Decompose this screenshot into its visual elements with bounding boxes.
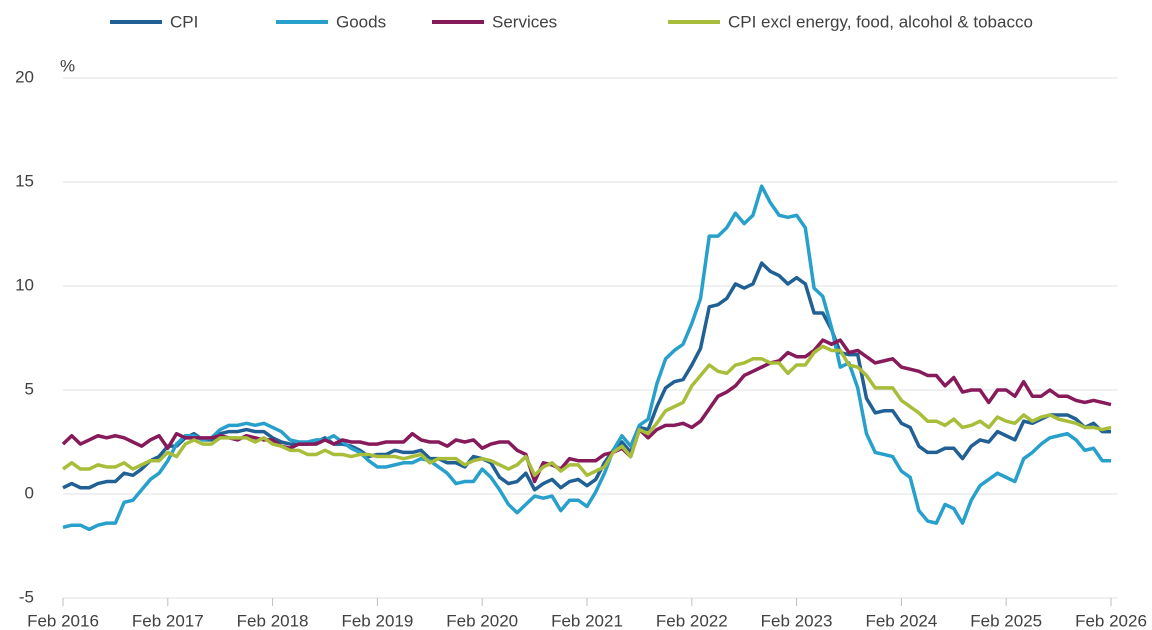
series-line — [62, 184, 1111, 532]
series-line — [61, 344, 1112, 478]
y-tick-label: -5 — [19, 587, 34, 606]
x-tick-label: Feb 2021 — [551, 611, 623, 630]
y-tick-label: 5 — [25, 379, 34, 398]
legend-label: CPI — [170, 12, 198, 31]
x-tick-label: Feb 2019 — [341, 611, 413, 630]
x-tick-label: Feb 2020 — [446, 611, 518, 630]
x-tick-label: Feb 2025 — [970, 611, 1042, 630]
y-tick-label: 15 — [15, 171, 34, 190]
x-tick-label: Feb 2022 — [656, 611, 728, 630]
y-tick-label: 20 — [15, 67, 34, 86]
legend-label: CPI excl energy, food, alcohol & tobacco — [728, 12, 1033, 31]
series-line — [61, 338, 1112, 484]
y-tick-label: 0 — [25, 483, 34, 502]
x-tick-label: Feb 2023 — [761, 611, 833, 630]
legend-label: Goods — [336, 12, 386, 31]
x-tick-label: Feb 2026 — [1075, 611, 1147, 630]
series-line — [62, 261, 1111, 492]
x-tick-label: Feb 2016 — [27, 611, 99, 630]
legend-label: Services — [492, 12, 557, 31]
y-tick-label: 10 — [15, 275, 34, 294]
x-tick-label: Feb 2018 — [237, 611, 309, 630]
y-axis-label: % — [60, 56, 75, 75]
x-tick-label: Feb 2017 — [132, 611, 204, 630]
x-tick-label: Feb 2024 — [865, 611, 937, 630]
